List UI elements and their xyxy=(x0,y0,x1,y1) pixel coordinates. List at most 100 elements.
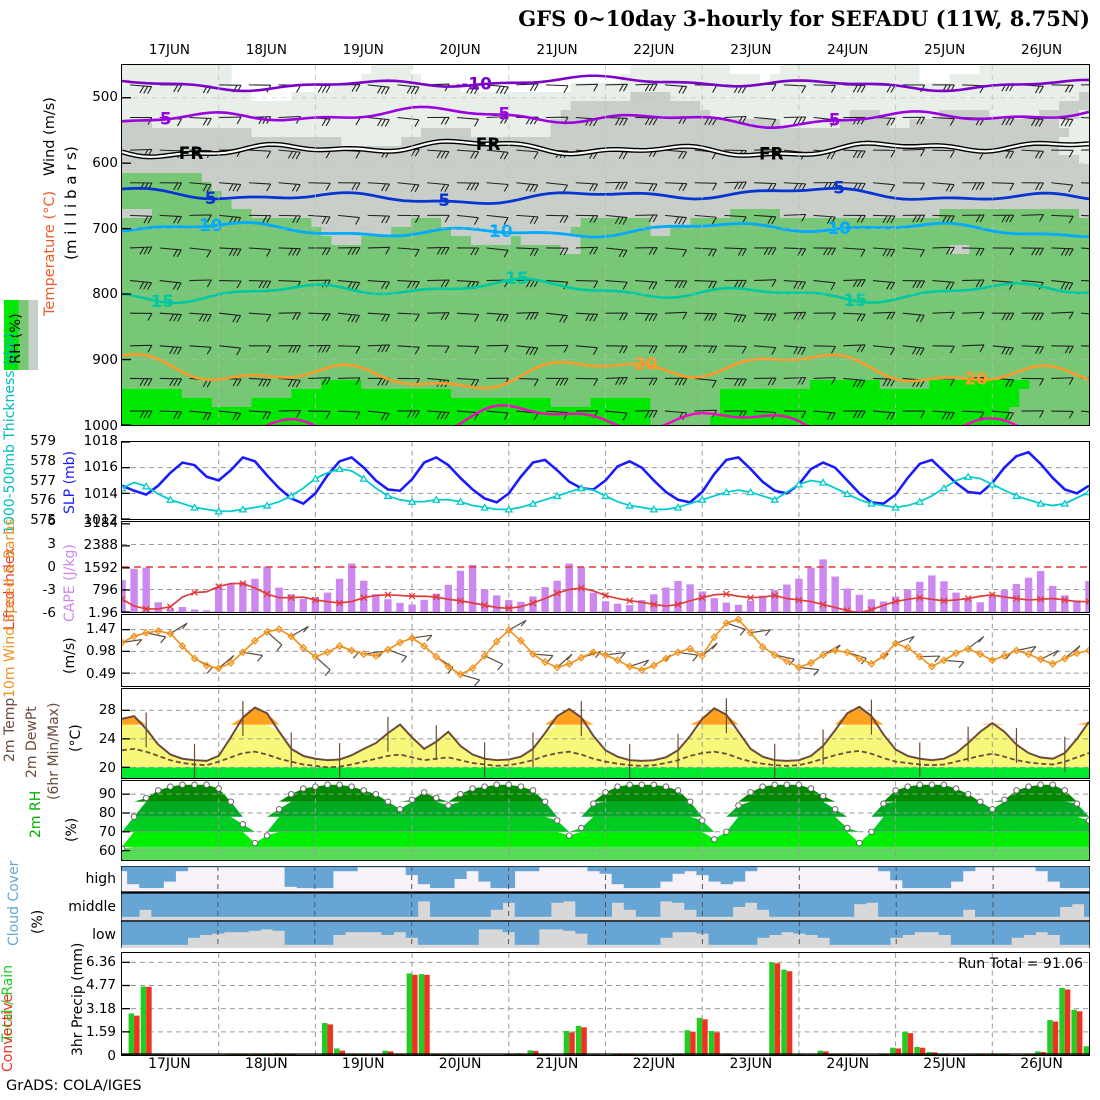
axis-tick-label: 80 xyxy=(98,804,116,821)
date-label-top: 24JUN xyxy=(827,42,869,58)
wind-10m-label: 10m Wind Speed & Barbs xyxy=(2,518,18,698)
temp-2m-label: 2m Temp xyxy=(2,697,18,762)
axis-tick-label: 6.36 xyxy=(85,953,116,970)
axis-tick-label: 576 xyxy=(30,492,56,509)
wind-10m-plot xyxy=(122,615,1089,686)
axis-tick-label: 90 xyxy=(98,785,116,802)
date-label-top: 17JUN xyxy=(148,42,191,58)
cloud-row-label-high: high xyxy=(85,871,116,887)
cloud-cover-plot xyxy=(121,866,1090,948)
cloud-row-label-low: low xyxy=(92,927,116,943)
precip-plot xyxy=(122,953,1089,1055)
axis-tick-label: 24 xyxy=(98,730,116,747)
precip-panel[interactable]: Run Total = 91.06 xyxy=(121,952,1090,1056)
date-label-bottom: 21JUN xyxy=(535,1056,579,1072)
axis-tick-label: 579 xyxy=(30,433,56,449)
precip-axis-label: 3hr Precip (mm) xyxy=(70,942,86,1056)
wind-10m-units: (m/s) xyxy=(62,637,78,674)
axis-tick-label: 1.96 xyxy=(87,604,118,621)
axis-tick-label: 0.98 xyxy=(85,643,116,660)
rh-legend-swatch xyxy=(4,300,38,370)
axis-tick-label: 796 xyxy=(92,582,118,599)
axis-tick-label: 1.47 xyxy=(85,621,116,638)
axis-tick-label: 0.49 xyxy=(85,665,116,682)
cape-axis-label: CAPE (J/kg) xyxy=(62,544,78,622)
slp-axis-label: SLP (mb) xyxy=(62,450,78,514)
axis-tick-label: 575 xyxy=(30,512,56,528)
cloud-row-label-middle: middle xyxy=(68,899,116,915)
date-label-top: 22JUN xyxy=(633,42,675,58)
temp-2m-plot xyxy=(122,689,1089,778)
axis-tick-label: 60 xyxy=(98,843,116,860)
date-label-top: 21JUN xyxy=(536,42,578,58)
wind-10m-panel[interactable] xyxy=(121,614,1090,687)
axis-tick-label: 28 xyxy=(98,701,116,718)
top-date-axis: 17JUN 18JUN 19JUN 20JUN 21JUN 22JUN 23JUN 24JUN… xyxy=(0,42,1100,60)
slp-thickness-plot xyxy=(122,442,1089,519)
axis-tick-label: 1016 xyxy=(83,459,118,476)
axis-tick-label: 2388 xyxy=(83,537,118,554)
axis-tick-label: 3.18 xyxy=(85,1000,116,1017)
lifted-index-cape-panel[interactable] xyxy=(121,521,1090,613)
page-title: GFS 0~10day 3-hourly for SEFADU (11W, 8.… xyxy=(518,6,1090,31)
axis-tick-label: 6 xyxy=(47,513,56,529)
temp-2m-units: (°C) xyxy=(68,724,84,752)
lifted-index-cape-plot xyxy=(122,522,1089,612)
dewpt-2m-label: 2m DewPt xyxy=(24,706,40,778)
date-label-top: 19JUN xyxy=(342,42,384,58)
upper-temp-label: Temperature (°C) xyxy=(42,190,58,316)
date-label-bottom: 22JUN xyxy=(632,1056,676,1072)
upper-pressure-label: (m i l l i b a r s) xyxy=(62,146,80,260)
rh-2m-plot xyxy=(122,781,1089,860)
cloud-cover-label: Cloud Cover xyxy=(6,860,22,946)
axis-tick-label: 577 xyxy=(30,472,56,489)
cloud-cover-units: (%) xyxy=(30,909,46,934)
date-label-bottom: 26JUN xyxy=(1020,1056,1063,1072)
axis-tick-label: 1012 xyxy=(83,512,118,528)
temp-2m-minmax-label: (6hr Min/Max) xyxy=(46,702,62,800)
axis-tick-label: 70 xyxy=(98,824,116,841)
run-total-label: Run Total = 91.06 xyxy=(958,956,1083,972)
axis-tick-label: 1018 xyxy=(83,433,118,449)
axis-tick-label: 0 xyxy=(47,559,56,575)
axis-tick-label: 800 xyxy=(92,286,118,303)
date-label-top: 18JUN xyxy=(245,42,287,58)
axis-tick-label: 578 xyxy=(30,452,56,469)
axis-tick-label: 900 xyxy=(92,352,118,369)
axis-tick-label: 1014 xyxy=(83,485,118,502)
date-label-top: 25JUN xyxy=(924,42,966,58)
axis-tick-label: 700 xyxy=(92,220,118,237)
axis-tick-label: -3 xyxy=(42,582,56,598)
date-label-bottom: 23JUN xyxy=(729,1056,773,1072)
slp-thickness-panel[interactable] xyxy=(121,441,1090,520)
axis-tick-label: 20 xyxy=(98,760,116,777)
upper-wind-label: Wind (m/s) xyxy=(42,97,58,176)
cloud-cover-panel[interactable] xyxy=(121,866,1090,948)
axis-tick-label: 1592 xyxy=(83,559,118,576)
date-label-bottom: 24JUN xyxy=(826,1056,870,1072)
axis-tick-label: 3 xyxy=(47,536,56,552)
date-label-bottom: 17JUN xyxy=(148,1056,191,1072)
date-label-bottom: 19JUN xyxy=(341,1056,385,1072)
footer-credit: GrADS: COLA/IGES xyxy=(6,1078,142,1094)
axis-tick-label: 0 xyxy=(107,1048,116,1064)
axis-tick-label: 4.77 xyxy=(85,977,116,994)
rh-2m-label: 2m RH xyxy=(28,790,44,838)
date-label-top: 23JUN xyxy=(730,42,772,58)
date-label-bottom: 20JUN xyxy=(438,1056,482,1072)
temp-2m-panel[interactable] xyxy=(121,688,1090,779)
axis-tick-label: 600 xyxy=(92,154,118,171)
axis-tick-label: 3184 xyxy=(83,514,118,531)
bottom-date-axis: 17JUN 18JUN 19JUN 20JUN 21JUN 22JUN 23JUN 24JUN… xyxy=(0,1056,1100,1074)
precip-conv-label: Convective xyxy=(0,993,16,1072)
rh-2m-panel[interactable] xyxy=(121,780,1090,861)
axis-tick-label: -6 xyxy=(42,605,56,621)
date-label-bottom: 25JUN xyxy=(923,1056,966,1072)
date-label-top: 20JUN xyxy=(439,42,481,58)
date-label-top: 26JUN xyxy=(1020,42,1063,58)
rh-2m-units: (%) xyxy=(64,817,80,842)
axis-tick-label: 500 xyxy=(92,88,118,105)
upper-air-panel[interactable]: -10 -5 -5 -5 FR FR FR 5 5 5 10 10 10 15 15 15 20 20 xyxy=(121,64,1090,426)
